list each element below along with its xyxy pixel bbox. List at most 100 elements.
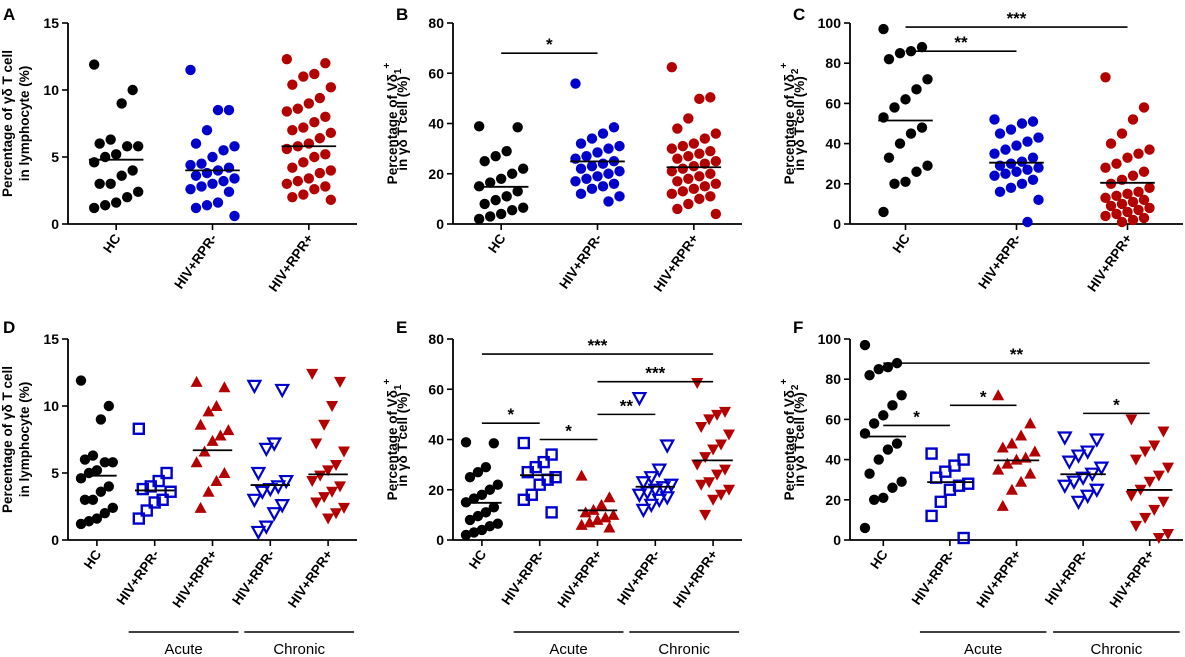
data-point	[229, 210, 240, 222]
significance-label: *	[565, 422, 572, 441]
y-axis-label: Percentage of Vδ1+in γδ T cell (%)	[382, 63, 410, 185]
significance-label: ***	[1007, 9, 1027, 28]
data-point	[326, 401, 339, 412]
data-point	[711, 409, 724, 421]
data-point	[281, 178, 293, 189]
x-tick-label: HIV+RPR+	[1107, 547, 1158, 610]
significance-label: *	[913, 407, 920, 426]
data-point	[201, 125, 213, 136]
y-tick-label: 40	[428, 432, 444, 448]
data-point	[330, 459, 343, 471]
data-point	[79, 494, 91, 505]
data-point	[911, 166, 922, 177]
data-point	[575, 188, 587, 200]
data-point	[218, 175, 229, 187]
data-point	[495, 208, 507, 220]
data-point	[164, 485, 177, 498]
data-point	[144, 480, 157, 493]
data-point	[864, 468, 875, 479]
data-point	[218, 381, 231, 393]
data-point	[996, 441, 1009, 453]
data-point	[218, 467, 231, 478]
data-point	[911, 84, 922, 95]
panel-d: D Percentage of γδ T cell in lymphocyte (%…	[0, 318, 357, 657]
data-point	[1022, 216, 1033, 228]
data-point	[229, 173, 240, 184]
data-point	[292, 175, 304, 187]
data-point	[1111, 158, 1122, 169]
significance-label: *	[507, 405, 514, 424]
data-point	[683, 198, 694, 210]
data-point	[659, 439, 676, 454]
data-point	[683, 173, 694, 184]
data-point	[570, 78, 581, 89]
data-point	[1005, 182, 1017, 194]
y-tick-label: 20	[825, 176, 841, 192]
data-point	[309, 151, 320, 163]
group-label: Chronic	[658, 641, 710, 657]
data-point	[1157, 496, 1170, 508]
data-point	[992, 389, 1005, 401]
x-tick-label: HIV+RPR+	[973, 547, 1024, 610]
data-point	[1011, 166, 1022, 177]
data-point	[95, 486, 107, 497]
data-point	[1016, 156, 1028, 167]
data-point	[201, 200, 213, 211]
data-point	[603, 143, 614, 154]
data-point	[896, 390, 907, 401]
data-point	[501, 191, 512, 202]
x-tick-label: HIV+RPR-	[229, 547, 278, 608]
data-point	[695, 479, 708, 491]
data-point	[1116, 216, 1128, 228]
data-point	[688, 138, 700, 149]
significance-label: *	[980, 387, 987, 406]
data-point	[476, 524, 488, 536]
x-tick-label: HIV+RPR+	[1084, 231, 1135, 294]
group-label: Chronic	[273, 641, 325, 657]
data-point	[1122, 188, 1133, 200]
y-axis-label-line: Percentage of γδ T cell	[0, 50, 15, 197]
data-point	[672, 203, 683, 215]
data-point	[694, 171, 705, 182]
group-label: Chronic	[1091, 641, 1143, 657]
data-point	[136, 482, 149, 496]
data-point	[116, 98, 127, 109]
data-point	[210, 400, 223, 411]
data-point	[1116, 128, 1128, 139]
data-point	[94, 178, 105, 189]
y-axis-label-subscript: 1	[393, 384, 404, 390]
data-point	[320, 149, 331, 160]
data-point	[156, 493, 169, 506]
data-point	[325, 127, 337, 139]
data-point	[549, 470, 562, 484]
data-point	[274, 499, 291, 514]
data-point	[1105, 200, 1117, 212]
data-point	[699, 158, 711, 169]
data-point	[121, 141, 133, 152]
data-point	[190, 170, 202, 181]
data-point	[1133, 204, 1144, 216]
data-point	[250, 525, 267, 541]
y-tick-label: 100	[818, 331, 842, 347]
data-point	[710, 155, 722, 167]
data-point	[1122, 152, 1133, 163]
data-point	[916, 41, 928, 53]
data-point	[683, 113, 694, 124]
data-point	[318, 419, 331, 431]
data-point	[1033, 194, 1044, 206]
y-tick-label: 15	[43, 331, 59, 347]
data-point	[603, 196, 614, 207]
data-point	[651, 463, 668, 478]
data-point	[545, 448, 558, 461]
data-point	[1162, 528, 1175, 540]
x-tick-label: HIV+RPR-	[1042, 547, 1091, 608]
data-point	[677, 140, 689, 152]
data-point	[75, 375, 87, 386]
data-point	[334, 481, 347, 493]
data-point	[517, 493, 531, 506]
data-point	[889, 102, 900, 113]
y-axis-label-line: in γδ T cell (%)	[395, 392, 410, 486]
data-point	[882, 444, 894, 455]
data-point	[95, 414, 107, 425]
y-tick-label: 20	[428, 482, 444, 498]
